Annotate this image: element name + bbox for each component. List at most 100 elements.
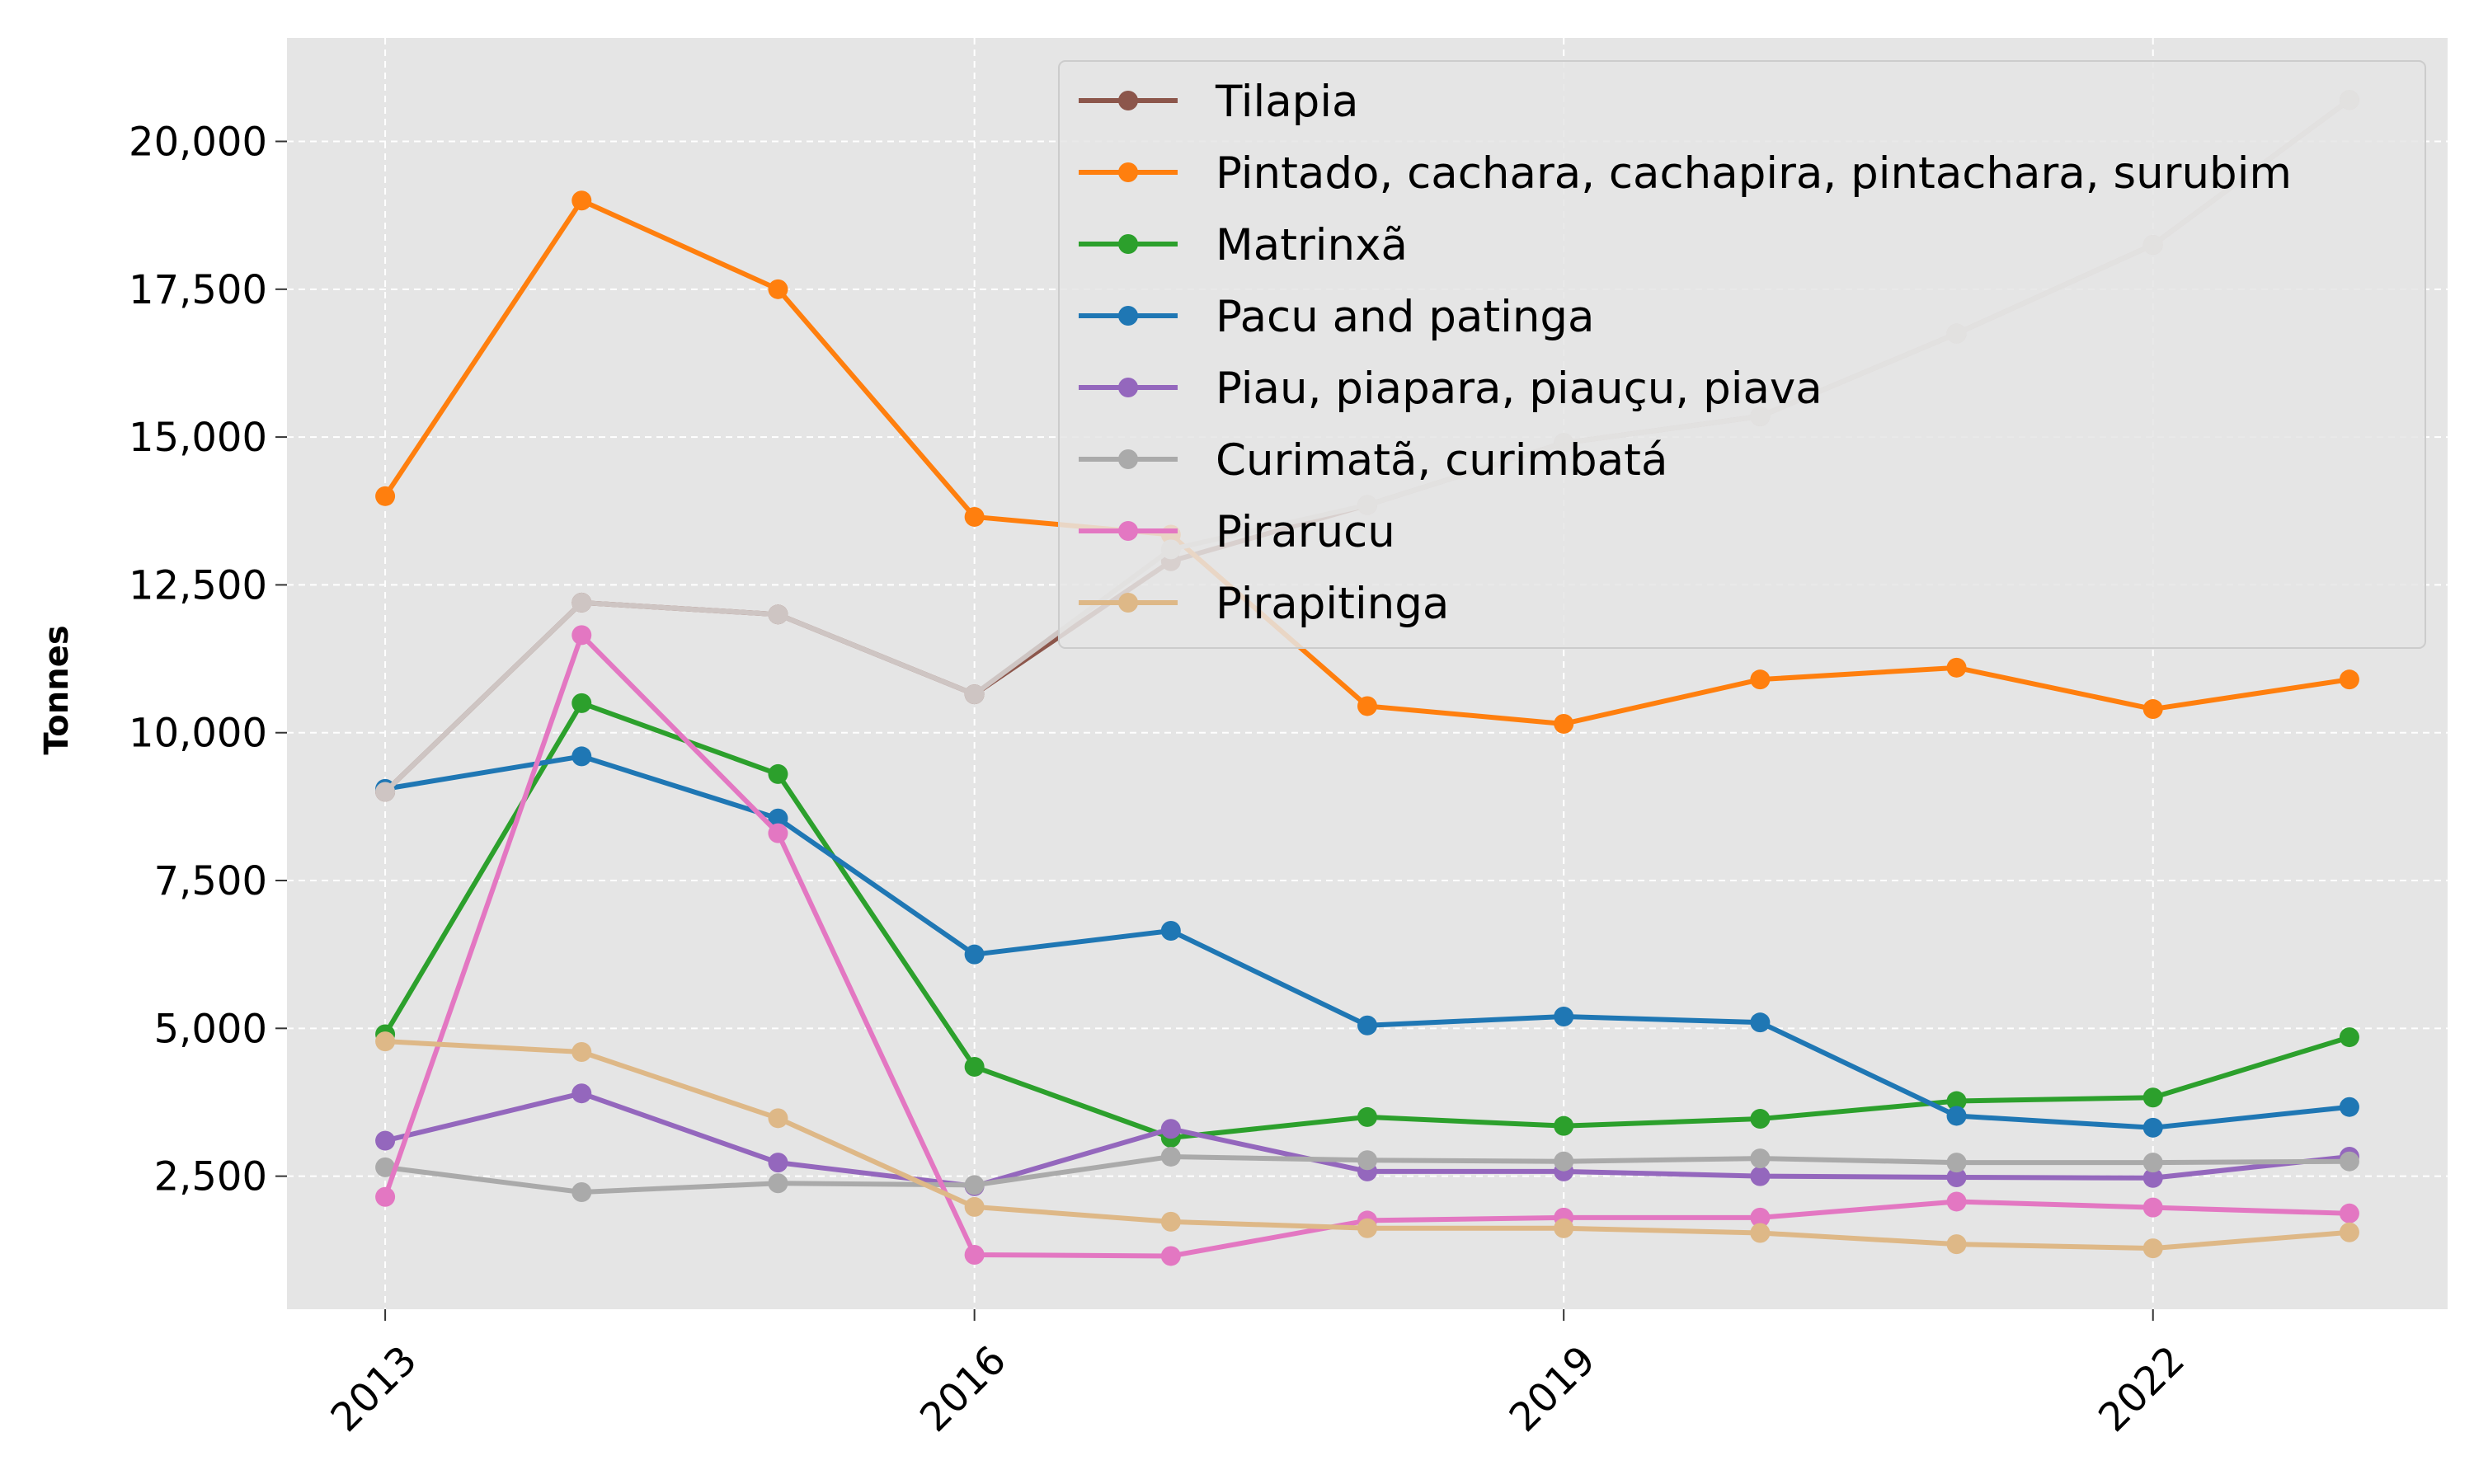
legend-label: Pintado, cachara, cachapira, pintachara,… (1216, 148, 2292, 199)
data-point (964, 1175, 985, 1195)
legend-marker (1118, 234, 1138, 254)
data-point (1946, 1106, 1967, 1126)
data-point (2339, 1222, 2359, 1242)
data-point (1750, 1166, 1771, 1186)
legend-marker (1118, 162, 1138, 182)
data-point (375, 486, 396, 506)
data-point (768, 1108, 788, 1129)
data-point (571, 1083, 592, 1104)
data-point (1554, 1151, 1574, 1172)
data-point (375, 782, 396, 802)
x-tick-label: 2022 (2090, 1337, 2194, 1441)
y-tick-label: 5,000 (154, 1006, 267, 1052)
data-point (768, 604, 788, 625)
series-7 (375, 1031, 2359, 1259)
y-tick-label: 20,000 (129, 120, 267, 166)
x-tick-label: 2016 (911, 1337, 1015, 1441)
data-point (768, 808, 788, 829)
data-point (1750, 1207, 1771, 1228)
data-point (1160, 1211, 1181, 1232)
data-point (1357, 1218, 1377, 1238)
legend-marker (1118, 91, 1138, 110)
data-point (571, 592, 592, 613)
legend-label: Pirapitinga (1216, 579, 1449, 629)
data-point (768, 1153, 788, 1173)
data-point (2339, 669, 2359, 690)
data-point (1946, 1191, 1967, 1212)
data-point (571, 190, 592, 211)
data-point (1554, 1006, 1574, 1026)
data-point (964, 506, 985, 527)
data-point (1357, 1015, 1377, 1036)
data-point (2339, 1027, 2359, 1048)
data-point (1554, 1115, 1574, 1136)
data-point (2142, 1117, 2163, 1138)
data-point (768, 763, 788, 784)
data-point (1750, 1109, 1771, 1129)
legend-item: Pacu and patinga (1079, 292, 1595, 342)
data-point (1554, 713, 1574, 734)
data-point (2142, 1197, 2163, 1218)
data-point (2339, 1203, 2359, 1223)
data-point (571, 693, 592, 713)
data-point (375, 1186, 396, 1207)
data-point (768, 279, 788, 299)
legend-label: Pirarucu (1216, 507, 1395, 557)
data-point (571, 746, 592, 767)
y-tick-label: 7,500 (154, 858, 267, 904)
data-point (571, 1181, 592, 1202)
data-point (964, 1245, 985, 1266)
data-point (1357, 1106, 1377, 1127)
data-point (1750, 1012, 1771, 1033)
legend-item: Curimatã, curimbatá (1079, 435, 1667, 486)
legend-label: Pacu and patinga (1216, 292, 1595, 342)
data-point (1750, 1223, 1771, 1243)
x-tick-label: 2019 (1501, 1337, 1605, 1441)
legend-item: Piau, piapara, piauçu, piava (1079, 364, 1823, 414)
legend-marker (1118, 306, 1138, 326)
data-point (1160, 1146, 1181, 1167)
legend-item: Pintado, cachara, cachapira, pintachara,… (1079, 148, 2292, 199)
data-point (1750, 669, 1771, 690)
data-point (2142, 1153, 2163, 1173)
y-tick-label: 12,500 (129, 562, 267, 608)
legend-item: Tilapia (1079, 77, 1359, 127)
data-point (964, 944, 985, 965)
data-point (2142, 699, 2163, 720)
data-point (2142, 1087, 2163, 1108)
data-point (1160, 1246, 1181, 1266)
y-tick-label: 17,500 (129, 267, 267, 313)
data-point (1160, 1119, 1181, 1139)
data-point (1946, 657, 1967, 678)
data-point (571, 625, 592, 646)
data-point (768, 823, 788, 843)
legend-label: Curimatã, curimbatá (1216, 435, 1667, 486)
data-point (2142, 1167, 2163, 1188)
y-tick-label: 10,000 (129, 711, 267, 757)
data-point (1750, 1148, 1771, 1169)
legend-box (1058, 60, 2426, 649)
data-point (1160, 920, 1181, 941)
legend-label: Matrinxã (1216, 220, 1408, 270)
legend-marker (1118, 593, 1138, 613)
series-5 (375, 1146, 2359, 1202)
legend-item: Pirapitinga (1079, 579, 1449, 629)
data-point (2142, 1238, 2163, 1259)
data-point (571, 1042, 592, 1063)
x-tick-label: 2013 (322, 1337, 426, 1441)
series-2 (375, 693, 2359, 1148)
legend-label: Tilapia (1215, 77, 1359, 127)
data-point (1357, 696, 1377, 716)
y-tick-label: 15,000 (129, 415, 267, 461)
legend-marker (1118, 378, 1138, 397)
y-tick-label: 2,500 (154, 1154, 267, 1200)
data-point (2339, 1097, 2359, 1117)
legend-item: Pirarucu (1079, 507, 1395, 557)
data-point (1946, 1153, 1967, 1173)
data-point (1946, 1167, 1967, 1188)
data-point (375, 1031, 396, 1052)
y-axis-label: Tonnes (38, 625, 76, 754)
data-point (2339, 1151, 2359, 1172)
data-point (768, 1173, 788, 1194)
data-point (375, 1157, 396, 1177)
